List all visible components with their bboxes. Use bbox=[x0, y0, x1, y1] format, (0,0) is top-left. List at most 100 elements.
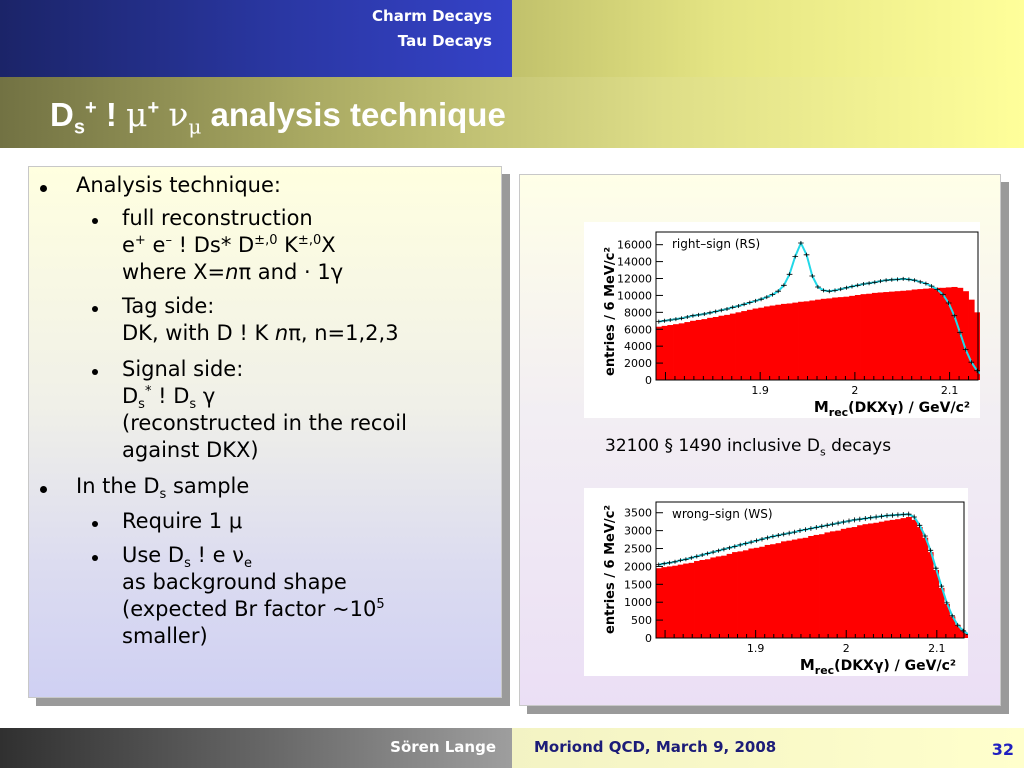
signal-bar bbox=[867, 523, 874, 638]
plot-caption: 32100 § 1490 inclusive Ds decays bbox=[605, 436, 892, 459]
signal-bar bbox=[746, 309, 753, 380]
section-nav: Charm Decays Tau Decays bbox=[0, 0, 512, 77]
signal-bar bbox=[666, 566, 673, 638]
signal-bar bbox=[824, 532, 831, 638]
signal-bar bbox=[763, 306, 771, 380]
signal-bar bbox=[928, 288, 935, 380]
data-point bbox=[883, 278, 889, 283]
footer-presenter-bar: Sören Lange bbox=[0, 728, 512, 768]
data-point bbox=[661, 561, 667, 566]
data-point bbox=[871, 280, 878, 285]
nav-item-tau-decays[interactable]: Tau Decays bbox=[397, 32, 492, 50]
data-point bbox=[826, 289, 833, 294]
signal-bar bbox=[683, 563, 690, 638]
data-point bbox=[759, 537, 765, 542]
data-point bbox=[832, 288, 838, 293]
signal-bar bbox=[752, 308, 759, 380]
data-point bbox=[974, 368, 980, 373]
signal-bar bbox=[798, 301, 805, 380]
data-point bbox=[933, 566, 939, 571]
data-point bbox=[746, 300, 753, 305]
ws-plot-frame: 0 500 1000 1500 2000 2500 3000 3500 1.9 2 2.1 wrong… bbox=[584, 488, 988, 677]
signal-bar bbox=[878, 521, 885, 638]
y-axis-label: entries / 6 MeV/c² bbox=[603, 247, 618, 376]
data-point bbox=[840, 519, 847, 525]
tag-side-detail: DK, with D ! K nπ, n=1,2,3 bbox=[122, 321, 399, 345]
page-number: 32 bbox=[991, 740, 1014, 759]
data-point bbox=[701, 312, 708, 316]
bullet-panel bbox=[28, 166, 502, 698]
signal-bar bbox=[871, 292, 879, 380]
signal-bar bbox=[792, 302, 799, 380]
signal-bar bbox=[894, 291, 901, 380]
y-axis-label: entries / 6 MeV/c² bbox=[603, 505, 618, 634]
signal-bar bbox=[917, 289, 924, 380]
ws-histogram: 0 500 1000 1500 2000 2500 3000 3500 1.9 2 2.1 wrong… bbox=[603, 501, 988, 677]
signal-bar bbox=[815, 299, 822, 380]
signal-bar bbox=[759, 546, 766, 638]
signal-bar bbox=[781, 541, 787, 638]
data-point bbox=[695, 312, 702, 317]
y-tick-label: 14000 bbox=[617, 256, 652, 269]
signal-bar bbox=[678, 323, 685, 380]
data-point bbox=[951, 313, 958, 318]
data-point bbox=[726, 545, 733, 550]
data-point bbox=[694, 554, 700, 559]
signal-side-decay: Ds* ! Ds γ bbox=[122, 384, 216, 413]
y-tick-label: 16000 bbox=[617, 239, 652, 252]
signal-bar bbox=[701, 319, 708, 380]
data-point bbox=[922, 533, 928, 539]
signal-bar bbox=[775, 304, 782, 380]
data-point bbox=[835, 520, 841, 526]
signal-bar bbox=[656, 568, 662, 638]
bullet-marker bbox=[92, 218, 98, 224]
data-point bbox=[741, 302, 747, 307]
signal-bar bbox=[951, 286, 958, 380]
signal-bar bbox=[786, 303, 793, 380]
nav-item-charm-decays[interactable]: Charm Decays bbox=[372, 7, 492, 25]
signal-bar bbox=[715, 556, 722, 638]
signal-bar bbox=[857, 525, 863, 638]
data-point bbox=[938, 584, 945, 589]
data-point bbox=[934, 287, 941, 292]
signal-bar bbox=[808, 536, 815, 638]
signal-bar bbox=[724, 314, 731, 380]
data-point bbox=[752, 298, 759, 303]
bullet-full-reconstruction: full reconstruction bbox=[122, 206, 313, 230]
data-point bbox=[906, 277, 912, 282]
rs-histogram: 0 2000 4000 6000 8000 10000 12000 14000 16000 1.9… bbox=[603, 231, 1024, 419]
bullet-marker bbox=[92, 306, 98, 312]
data-point bbox=[940, 292, 946, 297]
x-tick-label: 2 bbox=[851, 384, 858, 397]
signal-bar bbox=[883, 292, 890, 380]
data-point bbox=[968, 360, 975, 365]
data-point bbox=[656, 319, 662, 324]
data-point bbox=[781, 531, 787, 537]
signal-bar bbox=[877, 292, 884, 380]
conference-name: Moriond QCD, March 9, 2008 bbox=[534, 738, 777, 756]
y-tick-label: 2000 bbox=[624, 560, 652, 573]
signal-bar bbox=[661, 567, 668, 638]
signal-bar bbox=[732, 552, 738, 638]
data-point bbox=[851, 517, 858, 523]
data-point bbox=[690, 313, 696, 318]
y-tick-label: 0 bbox=[645, 632, 652, 645]
data-point bbox=[889, 512, 896, 518]
signal-bar bbox=[737, 551, 744, 638]
data-point bbox=[868, 515, 874, 521]
bullet-marker bbox=[92, 521, 98, 527]
signal-bar bbox=[729, 313, 736, 380]
bullet-marker bbox=[40, 185, 47, 192]
x-axis-label: Mrec(DKXγ) / GeV/c² bbox=[814, 398, 970, 418]
x-axis-label: Mrec(DKXγ) / GeV/c² bbox=[800, 656, 956, 676]
data-point bbox=[786, 272, 793, 277]
bullet-signal-side: Signal side: bbox=[122, 357, 244, 381]
signal-bar bbox=[940, 287, 947, 380]
bullet-tag-side: Tag side: bbox=[122, 294, 215, 318]
signal-bar bbox=[900, 518, 907, 638]
y-tick-label: 10000 bbox=[617, 289, 652, 302]
data-point bbox=[849, 284, 855, 289]
data-point bbox=[877, 279, 884, 284]
data-point bbox=[873, 514, 879, 520]
data-point bbox=[688, 555, 694, 560]
